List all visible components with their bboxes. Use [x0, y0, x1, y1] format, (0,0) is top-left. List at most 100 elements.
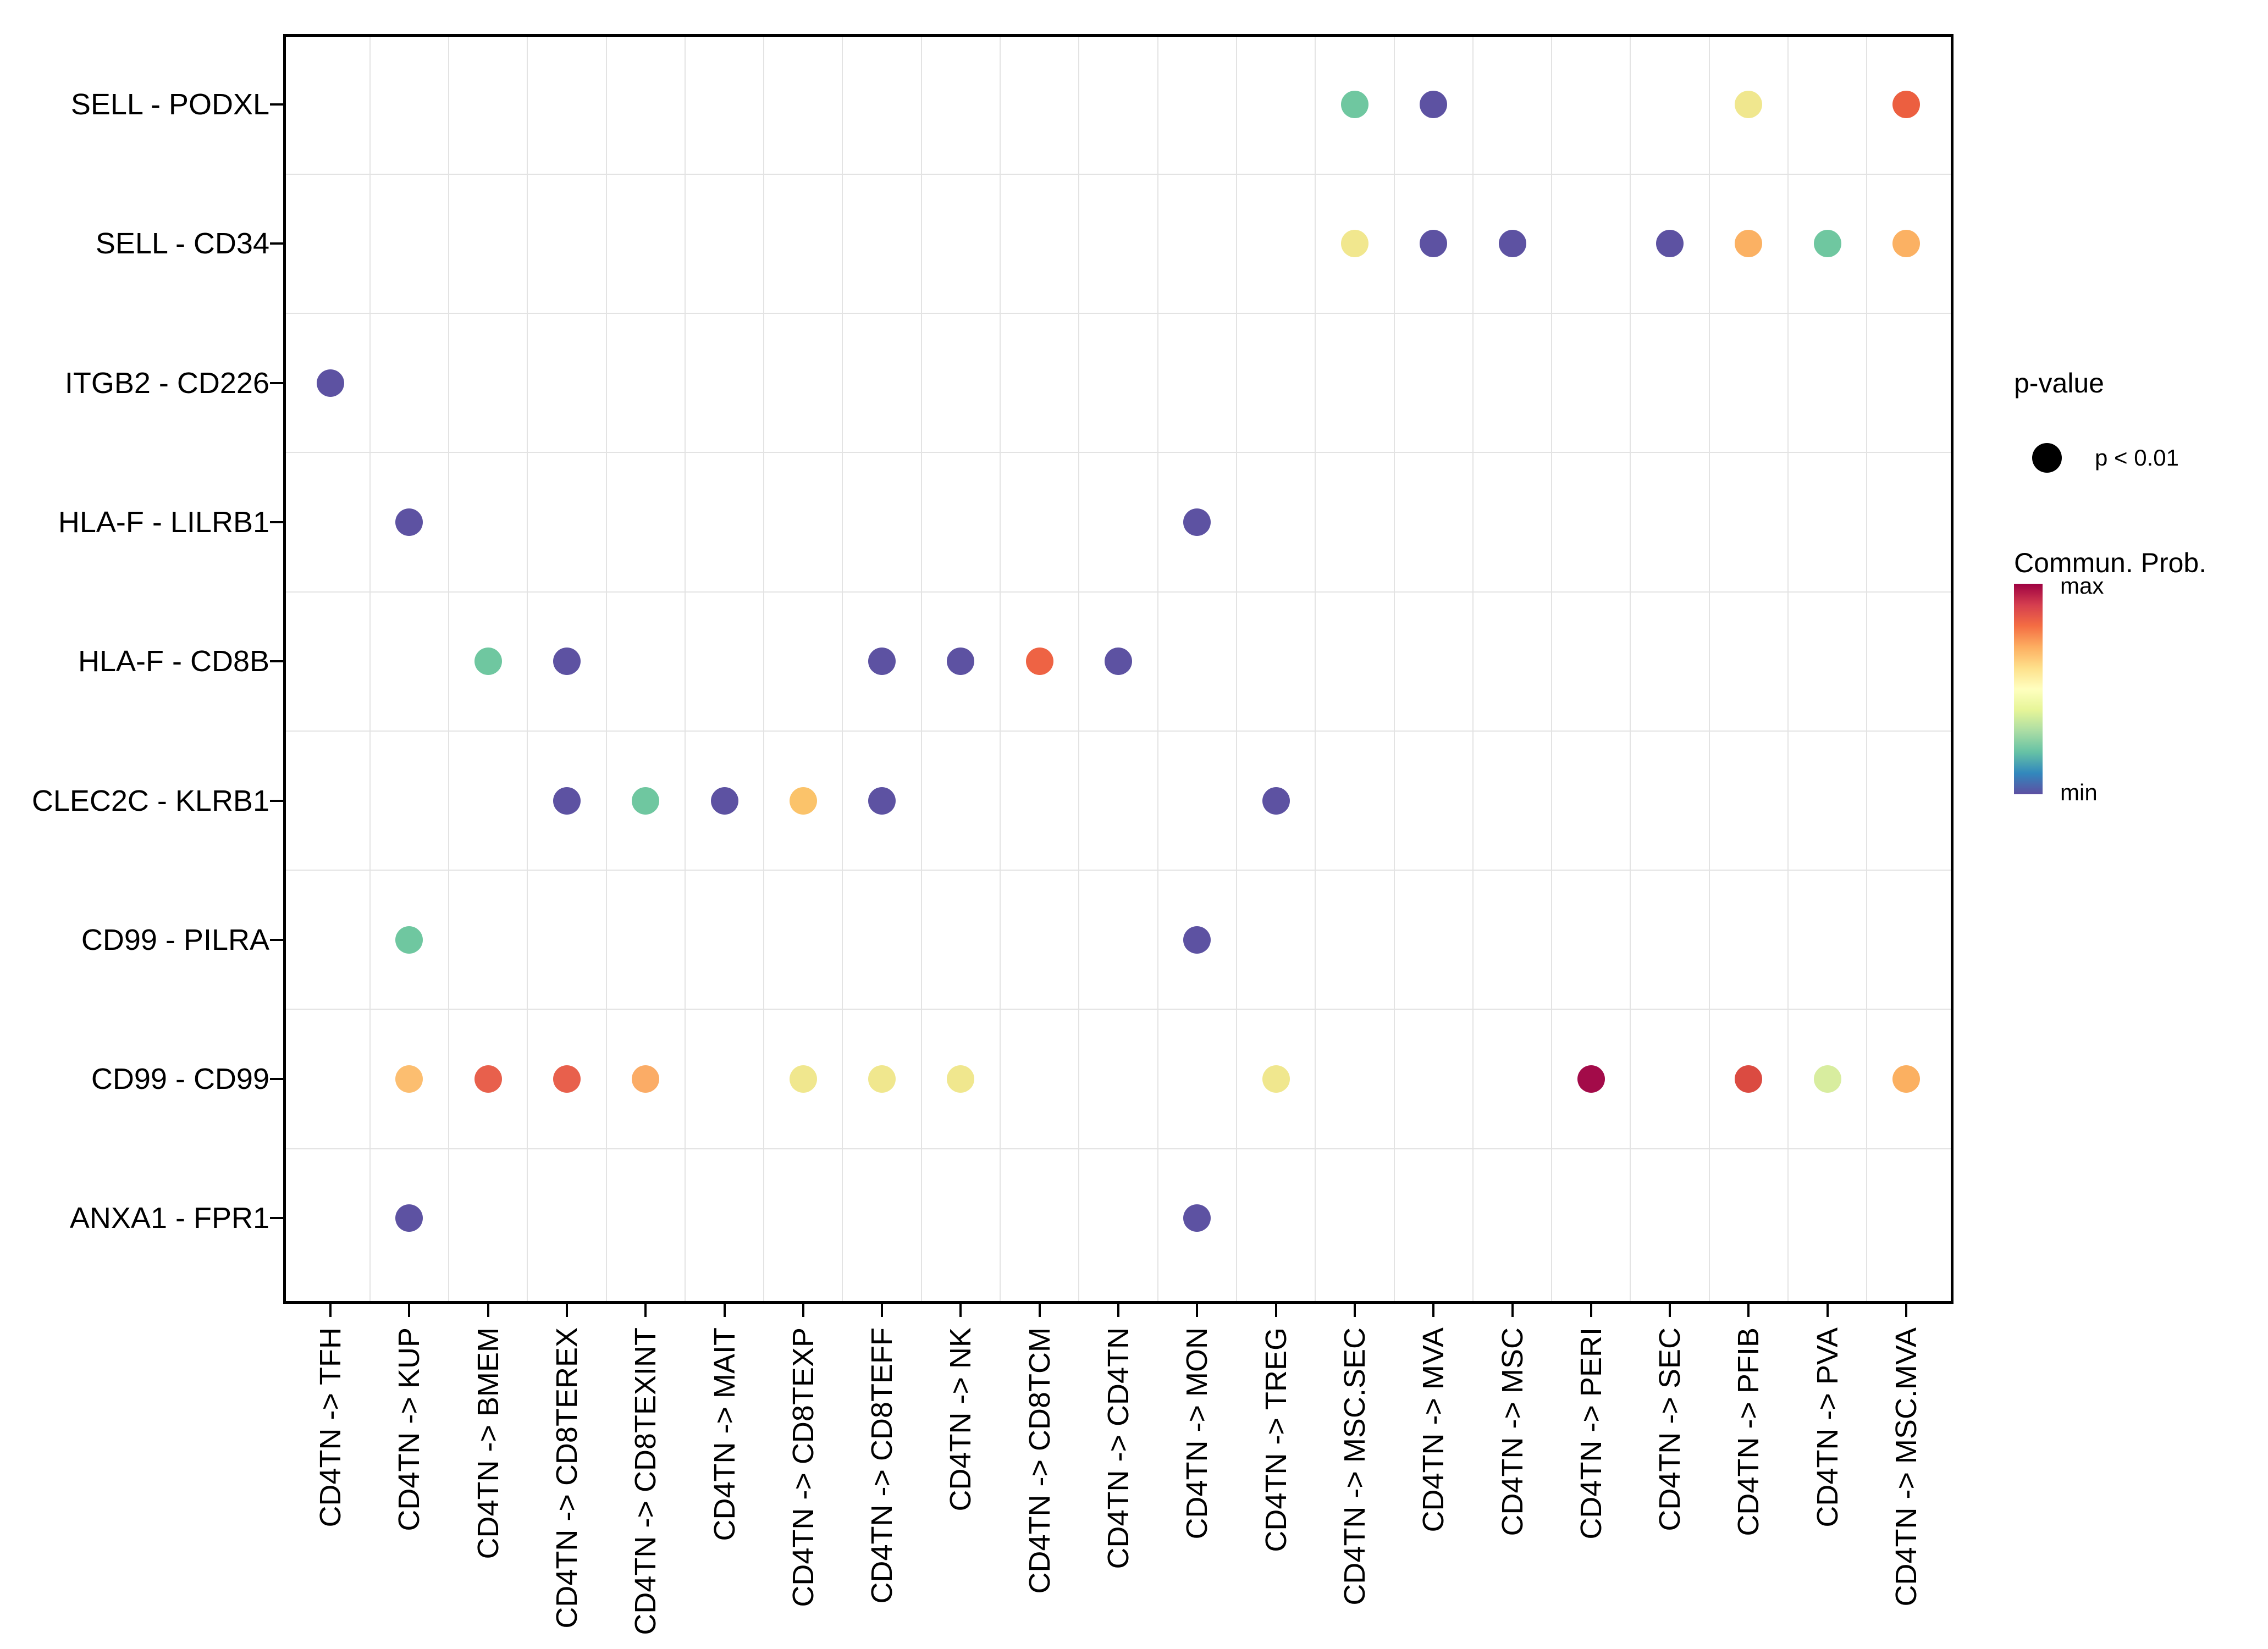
horizontal-gridline	[283, 591, 1954, 593]
x-axis-label: CD4TN -> CD8TEXINT	[629, 1327, 663, 1635]
x-axis-tick	[1196, 1304, 1199, 1317]
y-axis-tick	[270, 1217, 283, 1220]
x-axis-tick	[1511, 1304, 1514, 1317]
x-axis-label: CD4TN -> CD8TEXP	[786, 1327, 820, 1607]
colorbar-max-label: max	[2060, 573, 2104, 599]
x-axis-tick	[1432, 1304, 1435, 1317]
y-axis-tick	[270, 242, 283, 245]
vertical-gridline	[920, 34, 922, 1304]
vertical-gridline	[1551, 34, 1553, 1304]
data-point	[553, 648, 581, 676]
x-axis-label: CD4TN -> PERI	[1574, 1327, 1608, 1540]
x-axis-label: CD4TN -> KUP	[393, 1327, 426, 1531]
data-point	[868, 787, 896, 815]
data-point	[1892, 1065, 1920, 1093]
horizontal-gridline	[283, 312, 1954, 314]
vertical-gridline	[605, 34, 607, 1304]
data-point	[1340, 230, 1368, 258]
x-axis-tick	[1117, 1304, 1119, 1317]
vertical-gridline	[1078, 34, 1080, 1304]
x-axis-tick	[723, 1304, 726, 1317]
data-point	[1183, 508, 1211, 536]
y-axis-tick	[270, 1078, 283, 1081]
plot-panel	[283, 34, 1954, 1304]
data-point	[317, 369, 344, 397]
data-point	[632, 1065, 660, 1093]
x-axis-label: CD4TN -> SEC	[1653, 1327, 1687, 1531]
vertical-gridline	[1235, 34, 1237, 1304]
vertical-gridline	[763, 34, 765, 1304]
data-point	[1735, 230, 1763, 258]
data-point	[947, 648, 975, 676]
colorbar-title: Commun. Prob.	[2014, 547, 2207, 578]
data-point	[1656, 230, 1684, 258]
x-axis-tick	[1590, 1304, 1592, 1317]
pvalue-item-label: p < 0.01	[2095, 445, 2179, 471]
x-axis-label: CD4TN -> PFIB	[1732, 1327, 1765, 1536]
vertical-gridline	[527, 34, 528, 1304]
vertical-gridline	[1866, 34, 1868, 1304]
x-axis-tick	[1905, 1304, 1907, 1317]
colorbar-gradient	[2014, 584, 2043, 794]
data-point	[868, 1065, 896, 1093]
pvalue-legend-title: p-value	[2014, 368, 2104, 399]
data-point	[1498, 230, 1526, 258]
y-axis-label: HLA-F - LILRB1	[58, 505, 269, 539]
y-axis-tick	[270, 660, 283, 663]
x-axis-tick	[1826, 1304, 1829, 1317]
x-axis-label: CD4TN -> MSC.MVA	[1890, 1327, 1923, 1607]
data-point	[1892, 230, 1920, 258]
x-axis-tick	[1038, 1304, 1041, 1317]
data-point	[474, 648, 502, 676]
y-axis-tick	[270, 521, 283, 523]
vertical-gridline	[1472, 34, 1474, 1304]
vertical-gridline	[1000, 34, 1001, 1304]
x-axis-tick	[565, 1304, 568, 1317]
vertical-gridline	[1157, 34, 1158, 1304]
x-axis-tick	[881, 1304, 884, 1317]
x-axis-label: CD4TN -> BMEM	[471, 1327, 505, 1559]
y-axis-label: HLA-F - CD8B	[78, 645, 269, 678]
y-axis-tick	[270, 381, 283, 384]
y-axis-tick	[270, 938, 283, 941]
x-axis-tick	[329, 1304, 332, 1317]
colorbar-min-label: min	[2060, 779, 2098, 805]
vertical-gridline	[1708, 34, 1710, 1304]
data-point	[1420, 91, 1448, 118]
x-axis-tick	[408, 1304, 411, 1317]
y-axis-label: CLEC2C - KLRB1	[31, 784, 269, 817]
x-axis-label: CD4TN -> NK	[944, 1327, 978, 1512]
data-point	[1262, 1065, 1290, 1093]
x-axis-tick	[1274, 1304, 1277, 1317]
data-point	[1183, 926, 1211, 954]
x-axis-tick	[487, 1304, 489, 1317]
y-axis-label: ITGB2 - CD226	[64, 366, 269, 400]
vertical-gridline	[1630, 34, 1631, 1304]
data-point	[553, 787, 581, 815]
data-point	[395, 1204, 423, 1232]
vertical-gridline	[684, 34, 686, 1304]
x-axis-label: CD4TN -> MVA	[1417, 1327, 1450, 1532]
data-point	[1105, 648, 1132, 676]
data-point	[1735, 1065, 1763, 1093]
vertical-gridline	[448, 34, 449, 1304]
data-point	[1813, 230, 1841, 258]
data-point	[1813, 1065, 1841, 1093]
horizontal-gridline	[283, 1148, 1954, 1149]
data-point	[710, 787, 738, 815]
horizontal-gridline	[283, 730, 1954, 732]
x-axis-label: CD4TN -> MSC.SEC	[1338, 1327, 1371, 1606]
data-point	[395, 926, 423, 954]
x-axis-tick	[802, 1304, 804, 1317]
data-point	[553, 1065, 581, 1093]
data-point	[1025, 648, 1053, 676]
y-axis-label: SELL - PODXL	[70, 88, 269, 121]
y-axis-label: CD99 - PILRA	[81, 923, 269, 956]
data-point	[1262, 787, 1290, 815]
x-axis-tick	[1353, 1304, 1356, 1317]
y-axis-label: ANXA1 - FPR1	[69, 1202, 269, 1235]
data-point	[868, 648, 896, 676]
x-axis-tick	[1747, 1304, 1750, 1317]
x-axis-label: CD4TN -> TREG	[1259, 1327, 1293, 1552]
